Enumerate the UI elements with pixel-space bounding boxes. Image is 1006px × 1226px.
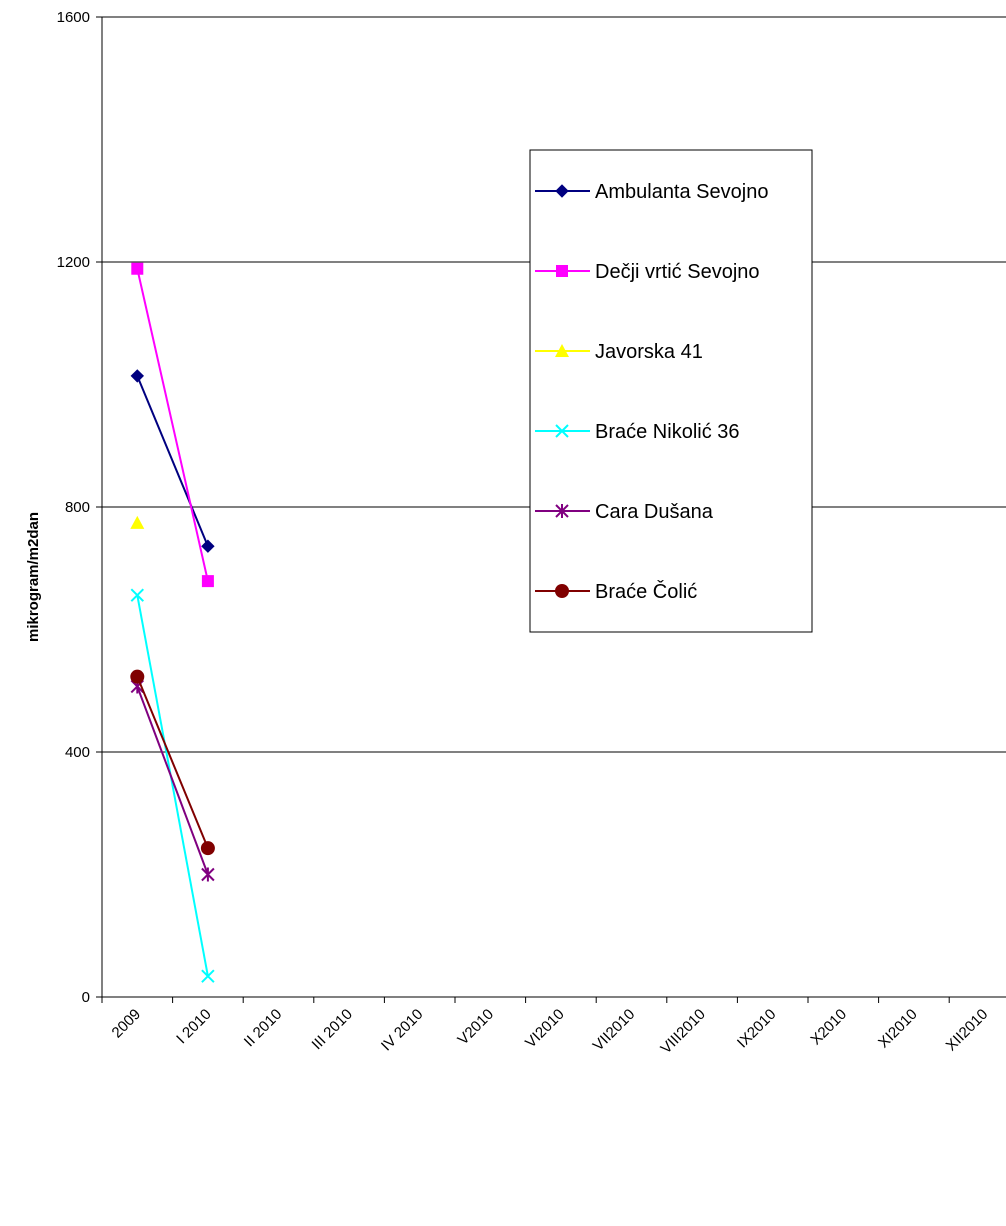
legend-label: Ambulanta Sevojno	[595, 181, 768, 203]
marker	[555, 584, 569, 598]
x-tick-label: XI2010	[875, 1006, 921, 1052]
legend-label: Javorska 41	[595, 341, 703, 363]
series-line	[136, 595, 209, 977]
marker	[201, 969, 215, 983]
x-tick-label: VII2010	[590, 1006, 639, 1055]
marker	[130, 515, 145, 529]
marker	[556, 265, 568, 277]
x-tick-label: XII2010	[943, 1006, 992, 1055]
x-tick-label: IX2010	[734, 1006, 780, 1052]
x-tick-label: VI2010	[522, 1006, 568, 1052]
legend-label: Braće Nikolić 36	[595, 421, 740, 443]
y-tick-label: 1600	[57, 9, 90, 26]
marker	[201, 867, 215, 882]
marker	[555, 344, 569, 357]
series-line	[136, 268, 209, 582]
marker	[130, 369, 145, 383]
series-line	[136, 375, 209, 547]
marker	[200, 841, 215, 856]
y-tick-label: 1200	[57, 254, 90, 271]
y-tick-label: 0	[82, 989, 90, 1006]
x-tick-label: IV 2010	[378, 1006, 427, 1055]
marker	[130, 588, 145, 602]
marker	[201, 575, 214, 588]
legend-label: Braće Čolić	[595, 580, 697, 603]
y-axis-label: mikrogram/m2dan	[25, 512, 42, 642]
x-tick-label: III 2010	[309, 1006, 356, 1053]
marker	[201, 539, 215, 553]
marker	[555, 184, 569, 198]
marker	[555, 504, 569, 518]
legend-box	[529, 149, 813, 633]
legend: Ambulanta Sevojno Dečji vrtić Sevojno Javo…	[529, 149, 813, 633]
series-line	[136, 686, 209, 875]
marker	[555, 424, 569, 438]
x-tick-label: I 2010	[173, 1006, 215, 1048]
marker	[130, 669, 145, 684]
x-tick-label: II 2010	[241, 1006, 285, 1050]
y-tick-label: 800	[65, 499, 90, 516]
x-tick-label: 2009	[109, 1006, 145, 1042]
x-tick-label: VIII2010	[657, 1006, 709, 1058]
y-tick-label: 400	[65, 744, 90, 761]
legend-label: Cara Dušana	[595, 501, 714, 523]
legend-label: Dečji vrtić Sevojno	[595, 261, 760, 283]
marker	[131, 262, 144, 275]
x-tick-label: V2010	[454, 1006, 497, 1049]
series-line	[136, 676, 209, 849]
x-tick-label: X2010	[807, 1006, 850, 1049]
